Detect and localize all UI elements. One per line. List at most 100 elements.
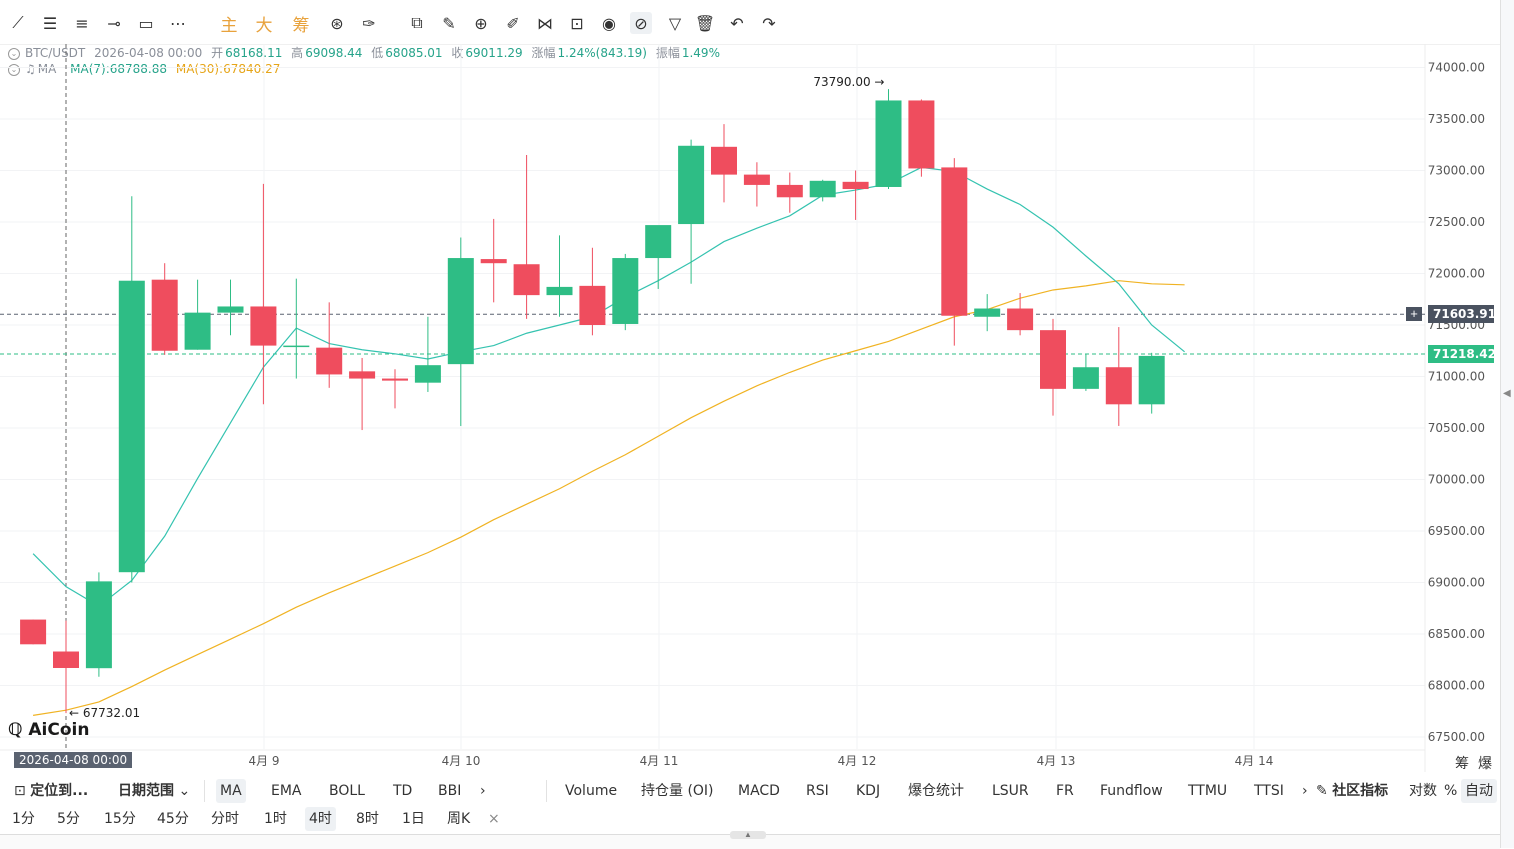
auto-scale-toggle[interactable]: 自动 <box>1461 779 1497 803</box>
candle-body <box>908 100 935 169</box>
magnet-icon[interactable]: ⋈ <box>537 13 553 33</box>
redo-icon[interactable]: ↷ <box>762 13 776 33</box>
more-sub-indicators-icon[interactable]: › <box>1302 783 1308 799</box>
tab-rsi[interactable]: RSI <box>806 783 829 799</box>
bell-icon[interactable]: ♫ <box>25 62 36 76</box>
ma-indicator-name[interactable]: MA <box>37 62 57 76</box>
y-tick-label: 70000.00 <box>1428 473 1485 487</box>
candle-body <box>20 619 47 645</box>
tab-bbi[interactable]: BBI <box>438 783 462 799</box>
collapse-panel-icon[interactable]: ◀ <box>1503 388 1511 399</box>
more-tools-icon[interactable]: ⋯ <box>170 13 186 33</box>
tab-kdj[interactable]: KDJ <box>856 783 881 799</box>
change-label: 涨幅 <box>531 46 556 60</box>
ma7-value: MA(7):68788.88 <box>70 62 168 76</box>
tab-open-interest[interactable]: 持仓量 (OI) <box>641 783 714 799</box>
timeframe-8[interactable]: 8时 <box>356 811 379 827</box>
horizontal-lines-icon[interactable]: ☰ <box>42 13 58 33</box>
tab-ttmu[interactable]: TTMU <box>1188 783 1228 799</box>
candle-body <box>513 264 540 296</box>
ma7-line <box>32 166 1185 607</box>
tab-fundflow[interactable]: Fundflow <box>1100 783 1163 799</box>
log-scale-toggle[interactable]: 对数 <box>1409 783 1437 799</box>
y-tick-label: 74000.00 <box>1428 61 1485 75</box>
close-label: 收 <box>451 46 464 60</box>
candle-body <box>283 345 310 348</box>
change-value: 1.24%(843.19) <box>557 46 647 60</box>
candle-body <box>217 306 244 313</box>
rectangle-tool-icon[interactable]: ▭ <box>138 13 154 33</box>
timeframe-7[interactable]: 4时 <box>305 807 336 831</box>
candle-body <box>546 286 573 296</box>
candle-body <box>349 371 376 379</box>
candle-body <box>776 184 803 198</box>
aicoin-logo: ℚ AiCoin <box>8 720 90 740</box>
timeframe-10[interactable]: 周K <box>447 811 471 827</box>
add-line-icon[interactable]: + <box>1406 307 1422 321</box>
y-tick-label: 73500.00 <box>1428 112 1485 126</box>
ruler-icon[interactable]: ✎ <box>442 13 456 33</box>
timeframe-3[interactable]: 15分 <box>104 811 136 827</box>
copy-icon[interactable]: ⧉ <box>411 13 423 32</box>
locate-button[interactable]: ⊡ 定位到... <box>14 783 89 799</box>
tab-liquidation[interactable]: 爆仓统计 <box>908 783 964 799</box>
tab-macd[interactable]: MACD <box>738 783 780 799</box>
last-price-tag: 71218.42 <box>1428 345 1496 363</box>
timeframe-1[interactable]: 1分 <box>12 811 35 827</box>
tab-ttsi[interactable]: TTSI <box>1254 783 1284 799</box>
filter-icon[interactable]: ▽ <box>668 13 682 33</box>
timeframe-6[interactable]: 1时 <box>264 811 287 827</box>
expand-panel-icon[interactable]: ▲ <box>730 831 766 839</box>
date-range-dropdown[interactable]: 日期范围 ⌄ <box>118 783 191 799</box>
crosshair-price-tag: 71603.91 <box>1428 305 1496 323</box>
liquidation-toggle[interactable]: 爆 <box>1478 756 1492 772</box>
undo-icon[interactable]: ↶ <box>730 13 744 33</box>
indicator-toggle-icon[interactable]: ⊛ <box>330 13 344 33</box>
trash-icon[interactable]: 🗑 <box>694 13 716 33</box>
drawing-toolbar: ⟋ ☰ ≡ ⊸ ▭ ⋯ 主大筹 ⊛ ✑ ⧉ ✎ ⊕ ✐ ⋈ ⊡ ◉ ⊘ ▽ 🗑 ↶ ↷ <box>0 0 1500 45</box>
zoom-icon[interactable]: ⊕ <box>474 13 488 33</box>
timeframe-5[interactable]: 分时 <box>211 811 239 827</box>
tab-lsur[interactable]: LSUR <box>992 783 1029 799</box>
toolbar-cn-button-2[interactable]: 大 <box>255 15 273 36</box>
community-indicators-button[interactable]: ✎ 社区指标 <box>1316 783 1389 799</box>
candle-body <box>250 306 277 346</box>
parallel-lines-icon[interactable]: ≡ <box>75 13 89 33</box>
tab-ema[interactable]: EMA <box>271 783 302 799</box>
x-tick-label: 4月 10 <box>442 754 481 768</box>
ray-tool-icon[interactable]: ⊸ <box>107 13 121 33</box>
tab-fr[interactable]: FR <box>1056 783 1074 799</box>
collapse-icon[interactable]: ⌄ <box>8 47 20 60</box>
bottom-panel-handle[interactable]: ▲ <box>0 831 1500 849</box>
eye-icon[interactable]: ◉ <box>602 13 616 33</box>
x-tick-label: 4月 12 <box>838 754 877 768</box>
candle-body <box>316 347 343 375</box>
toolbar-cn-button-3[interactable]: 筹 <box>292 15 310 36</box>
open-value: 68168.11 <box>225 46 283 60</box>
percent-scale-toggle[interactable]: % <box>1444 783 1458 799</box>
lock-icon[interactable]: ⊡ <box>570 13 584 33</box>
indicator-edit-icon[interactable]: ✑ <box>362 13 376 33</box>
timeframe-4[interactable]: 45分 <box>157 811 189 827</box>
close-timeframes-icon[interactable]: × <box>488 811 500 827</box>
candle-body <box>678 145 705 225</box>
candlestick-chart[interactable]: 74000.00 73500.00 73000.00 72500.00 72000.00… <box>0 44 1500 772</box>
link-icon[interactable]: ⊘ <box>630 12 652 34</box>
collapse-icon[interactable]: ⌄ <box>8 63 20 76</box>
more-main-indicators-icon[interactable]: › <box>480 783 486 799</box>
toolbar-cn-button-1[interactable]: 主 <box>220 15 238 36</box>
brush-icon[interactable]: ✐ <box>506 13 520 33</box>
right-side-panel-edge: ◀ <box>1500 0 1514 848</box>
chips-toggle[interactable]: 筹 <box>1455 756 1469 772</box>
tab-td[interactable]: TD <box>393 783 413 799</box>
timeframe-9[interactable]: 1日 <box>402 811 425 827</box>
tab-boll[interactable]: BOLL <box>329 783 365 799</box>
logo-mark-icon: ℚ <box>8 720 23 740</box>
candle-body <box>1007 308 1034 331</box>
timeframe-2[interactable]: 5分 <box>57 811 80 827</box>
tab-volume[interactable]: Volume <box>565 783 618 799</box>
line-tool-icon[interactable]: ⟋ <box>12 13 24 32</box>
tab-ma[interactable]: MA <box>216 779 246 803</box>
high-annotation: 73790.00 → <box>813 75 884 89</box>
candle-body <box>118 280 145 573</box>
